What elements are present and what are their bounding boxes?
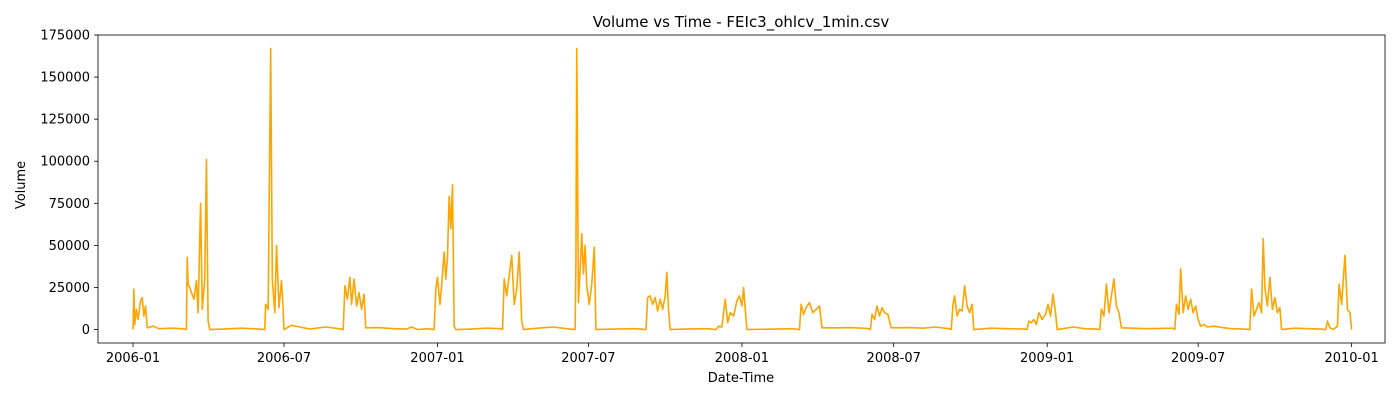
x-tick-label: 2008-07 (867, 351, 921, 366)
chart-title: Volume vs Time - FEIc3_ohlcv_1min.csv (593, 13, 890, 32)
x-tick-label: 2009-01 (1020, 351, 1074, 366)
x-tick-label: 2006-01 (106, 351, 160, 366)
x-tick-label: 2010-01 (1324, 351, 1378, 366)
y-tick-label: 75000 (49, 197, 90, 212)
y-axis-ticks: 0 25000 50000 75000 100000 125000 150000 175000 (40, 29, 98, 338)
plot-area (132, 47, 1353, 331)
volume-series-line (132, 47, 1353, 331)
x-axis-ticks: 2006-01 2006-07 2007-01 2007-07 2008-01 2008-… (106, 343, 1379, 366)
y-tick-label: 100000 (40, 155, 90, 170)
x-tick-label: 2009-07 (1171, 351, 1225, 366)
x-tick-label: 2007-07 (561, 351, 615, 366)
x-tick-label: 2006-07 (257, 351, 311, 366)
plot-frame (97, 34, 1386, 344)
x-axis-label: Date-Time (708, 371, 774, 386)
y-axis-label: Volume (14, 161, 29, 209)
y-tick-label: 125000 (40, 113, 90, 128)
y-tick-label: 0 (82, 323, 90, 338)
x-tick-label: 2008-01 (715, 351, 769, 366)
y-tick-label: 25000 (49, 281, 90, 296)
x-tick-label: 2007-01 (410, 351, 464, 366)
y-tick-label: 50000 (49, 239, 90, 254)
y-tick-label: 150000 (40, 71, 90, 86)
y-tick-label: 175000 (40, 29, 90, 44)
